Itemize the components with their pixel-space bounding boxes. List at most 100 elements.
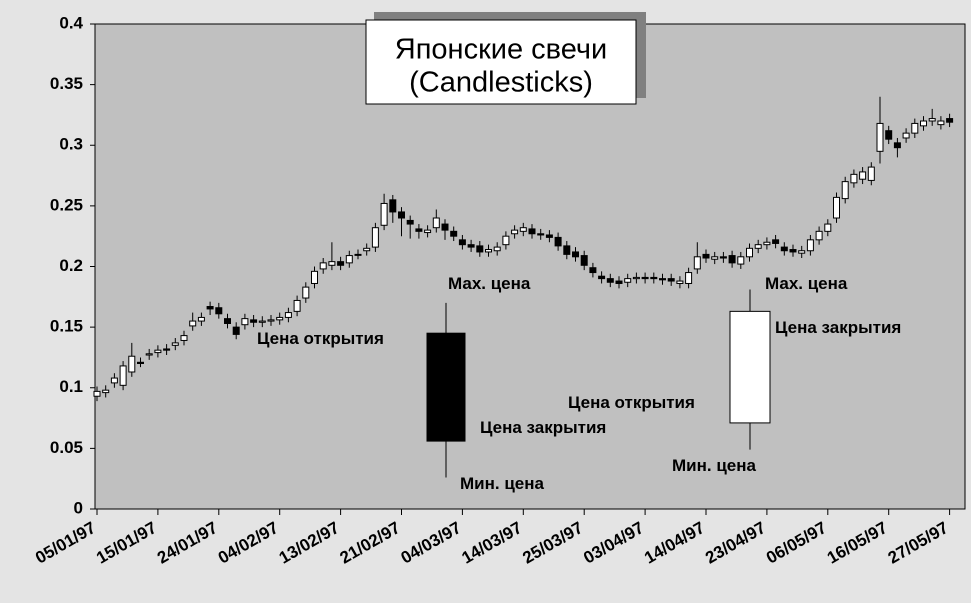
candle-body xyxy=(354,253,362,256)
candle-body xyxy=(363,247,371,252)
candle-body xyxy=(911,122,919,134)
candle-body xyxy=(502,235,510,246)
x-tick-label: 16/05/97 xyxy=(824,518,891,568)
candle-body xyxy=(537,233,545,236)
y-tick-label: 0.35 xyxy=(50,74,83,93)
x-tick-label: 06/05/97 xyxy=(763,518,830,568)
x-tick-label: 14/03/97 xyxy=(458,518,525,568)
annotation: Мах. цена xyxy=(765,274,848,293)
candle-body xyxy=(920,120,927,127)
candle-body xyxy=(754,244,762,249)
candle-body xyxy=(893,142,901,149)
candle-body xyxy=(337,261,345,266)
candle-body xyxy=(693,256,701,270)
candle-body xyxy=(458,239,466,246)
candle-body xyxy=(432,217,440,229)
candle-body xyxy=(119,365,127,386)
candle-body xyxy=(145,353,153,356)
candle-body xyxy=(224,318,231,324)
annotation: Цена открытия xyxy=(257,329,384,348)
candle-body xyxy=(815,230,823,241)
candle-body xyxy=(511,229,519,235)
candle-body xyxy=(441,223,449,231)
candle-body xyxy=(545,234,553,238)
annotation: Мин. цена xyxy=(672,456,756,475)
marks xyxy=(93,96,954,478)
candle-body xyxy=(380,202,388,226)
candle-body xyxy=(902,132,910,139)
candle-body xyxy=(154,349,162,354)
x-tick-label: 04/03/97 xyxy=(398,518,465,568)
candle-body xyxy=(406,219,414,225)
candle-body xyxy=(598,275,606,280)
x-tick-label: 03/04/97 xyxy=(580,518,647,568)
x-tick-label: 13/02/97 xyxy=(276,518,343,568)
candle-body xyxy=(641,276,649,280)
y-tick-label: 0.25 xyxy=(50,195,83,214)
candle-body xyxy=(719,256,727,259)
candle-body xyxy=(293,299,301,312)
candle-body xyxy=(563,245,571,255)
candle-body xyxy=(319,262,327,270)
candle-body xyxy=(328,261,336,266)
candle-body xyxy=(171,342,179,346)
candle-body xyxy=(519,227,527,232)
candle-body xyxy=(528,228,536,235)
annotation: Цена закрытия xyxy=(480,418,606,437)
candle-body xyxy=(241,318,249,326)
candle-body xyxy=(302,286,310,299)
candle-body xyxy=(93,390,101,397)
candle-body xyxy=(702,253,710,259)
candle-body xyxy=(189,320,197,327)
annotation: Цена закрытия xyxy=(775,318,901,337)
candle-body xyxy=(737,256,745,265)
candle-body xyxy=(250,319,258,323)
candle-body xyxy=(398,211,405,219)
candle-body xyxy=(763,241,771,246)
x-tick-label: 15/01/97 xyxy=(93,518,160,568)
candle-body xyxy=(841,181,849,200)
candle-body xyxy=(798,250,806,254)
candle-body xyxy=(833,196,840,219)
candle-body xyxy=(659,278,666,281)
annotation: Цена открытия xyxy=(568,393,695,412)
candle-body xyxy=(824,223,832,232)
candle-body xyxy=(850,173,858,184)
candle-body xyxy=(371,227,379,248)
candle-body xyxy=(267,319,275,322)
candle-body xyxy=(102,389,110,394)
y-tick-label: 0.05 xyxy=(50,438,83,457)
candle-body xyxy=(467,244,475,248)
plot-area xyxy=(94,23,966,510)
candle-body xyxy=(284,312,292,318)
candle-body xyxy=(206,306,214,310)
candle-body xyxy=(389,199,397,213)
candle-body xyxy=(650,276,658,280)
candle-body xyxy=(580,255,588,266)
candle-body xyxy=(415,228,423,232)
x-tick-label: 14/04/97 xyxy=(641,518,708,568)
candle-body xyxy=(928,118,936,122)
x-tick-label: 25/03/97 xyxy=(519,518,586,568)
candle-body xyxy=(110,377,118,384)
y-tick-label: 0 xyxy=(74,498,83,517)
candle-body xyxy=(554,236,562,247)
title-box xyxy=(365,19,637,105)
candle-body xyxy=(128,355,136,373)
candle-body xyxy=(711,256,719,260)
candle-body xyxy=(885,130,893,140)
y-tick-label: 0.4 xyxy=(59,13,83,32)
candle-body xyxy=(485,249,492,253)
candle-body xyxy=(180,335,188,341)
candle-body xyxy=(311,270,318,284)
x-tick-label: 27/05/97 xyxy=(885,518,952,568)
candle-body xyxy=(667,278,675,282)
candle-body xyxy=(424,229,432,234)
candle-body xyxy=(859,171,867,180)
example-body xyxy=(729,310,771,424)
candle-body xyxy=(589,267,597,274)
candle-body xyxy=(606,278,614,283)
y-tick-label: 0.3 xyxy=(59,135,83,154)
candle-body xyxy=(232,326,240,335)
